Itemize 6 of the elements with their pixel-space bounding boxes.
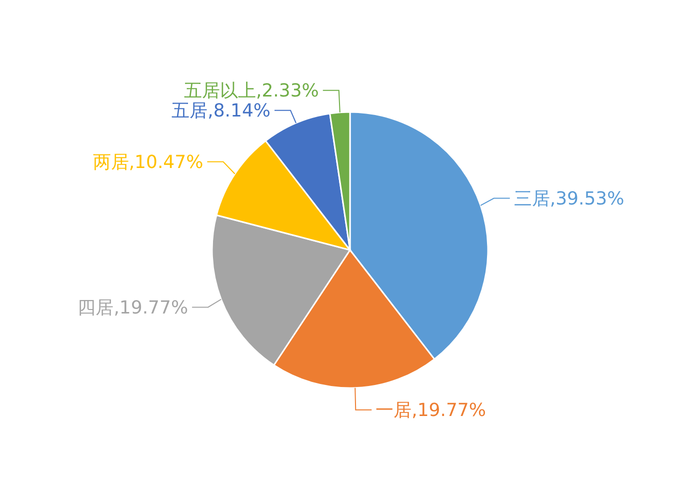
slice-label: 两居,10.47% (92, 152, 204, 174)
slice-label: 三居,39.53% (514, 188, 624, 210)
slice-label: 五居以上,2.33% (184, 80, 319, 102)
slice-label: 五居,8.14% (172, 100, 271, 122)
slice-label: 四居,19.77% (78, 298, 188, 319)
slice-label: 一居,19.77% (376, 400, 486, 422)
